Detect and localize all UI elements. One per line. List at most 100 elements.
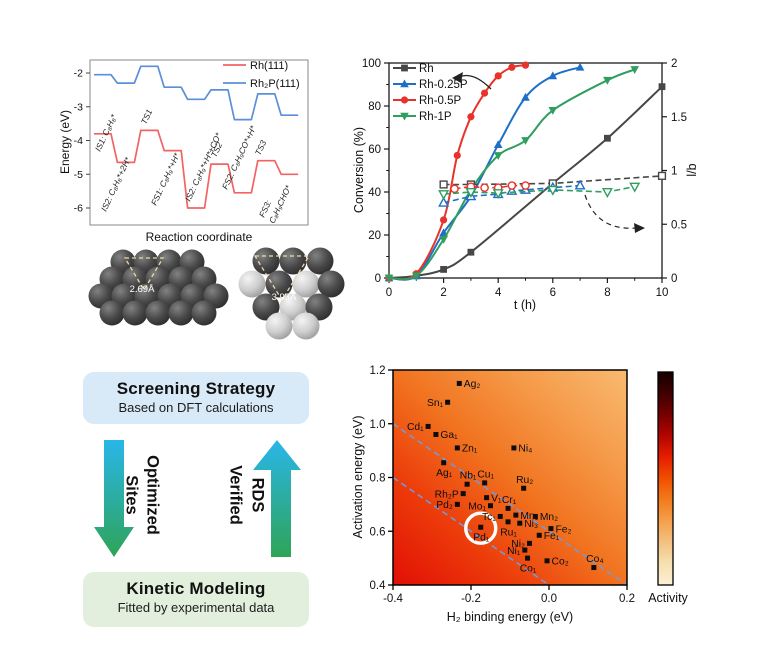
point-Nb₁ — [464, 481, 470, 487]
point-Co₄ — [591, 565, 597, 571]
kinetic-modeling-subtitle: Fitted by experimental data — [117, 600, 275, 615]
svg-text:1.2: 1.2 — [370, 365, 386, 377]
point-Fe₂ — [548, 526, 554, 532]
kinetic-modeling-title: Kinetic Modeling — [126, 579, 266, 598]
screening-strategy-subtitle: Based on DFT calculations — [118, 400, 274, 415]
svg-text:TS1: TS1 — [139, 108, 155, 126]
svg-text:Co₂: Co₂ — [552, 557, 569, 568]
point-Mn₁ — [513, 512, 519, 518]
svg-text:Tc₁: Tc₁ — [482, 512, 496, 523]
screening-scatter-panel: -0.4 -0.2 0.0 0.2 0.4 0.6 0.8 1.0 1.2 H₂ binding … — [351, 365, 689, 624]
energy-series-1 — [94, 65, 299, 121]
point-Cd₁ — [425, 423, 431, 429]
guide-line-1 — [392, 476, 550, 586]
svg-text:1: 1 — [671, 166, 677, 178]
svg-text:-0.4: -0.4 — [383, 593, 403, 605]
svg-text:Rh₂P(111): Rh₂P(111) — [250, 78, 300, 90]
point-Co₁ — [525, 555, 531, 561]
svg-text:IS1: C₈H₈*: IS1: C₈H₈* — [93, 112, 119, 153]
point-Ru₁ — [505, 519, 511, 525]
point-Sn₁ — [445, 399, 451, 405]
energy-series-0 — [94, 129, 299, 209]
svg-text:Mn₁: Mn₁ — [520, 511, 538, 522]
kinetic-modeling-box: Kinetic Modeling Fitted by experimental … — [83, 572, 309, 627]
svg-text:0: 0 — [386, 287, 392, 299]
point-Ga₁ — [433, 432, 439, 437]
svg-text:Ga₁: Ga₁ — [440, 430, 458, 441]
svg-text:20: 20 — [368, 230, 381, 242]
svg-text:Fe₁: Fe₁ — [544, 531, 560, 542]
workflow-arrows — [94, 440, 301, 557]
point-Ag₂ — [456, 380, 462, 386]
svg-text:Energy (eV): Energy (eV) — [58, 110, 72, 174]
svg-text:40: 40 — [368, 187, 381, 199]
svg-text:6: 6 — [550, 287, 556, 299]
point-Ru₂ — [521, 485, 527, 491]
svg-text:Ni₁: Ni₁ — [507, 546, 521, 557]
point-Cu₁ — [482, 480, 488, 486]
point-Ni₄ — [511, 445, 517, 451]
svg-text:Reaction coordinate: Reaction coordinate — [146, 230, 253, 244]
verified-rds-label-line1: Verified — [226, 465, 245, 525]
svg-text:Ag₂: Ag₂ — [464, 379, 481, 390]
activity-colorbar — [657, 371, 674, 586]
svg-text:-2: -2 — [74, 68, 83, 80]
svg-text:Ni₃: Ni₃ — [524, 519, 538, 530]
point-Fe₁ — [536, 532, 542, 538]
down-arrow — [94, 440, 134, 557]
svg-text:Fe₂: Fe₂ — [555, 524, 571, 535]
svg-text:-6: -6 — [74, 203, 83, 215]
optimized-sites-label-line2: Sites — [122, 475, 141, 515]
svg-text:Nb₁: Nb₁ — [460, 471, 477, 482]
energy-diagram-panel: -2 -3 -4 -5 -6 Energy (eV) Reaction coordinate… — [58, 59, 309, 244]
svg-text:-3: -3 — [74, 101, 83, 113]
svg-text:1.0: 1.0 — [370, 419, 386, 431]
point-Pd₁ — [478, 524, 484, 530]
highlight-ring — [464, 511, 498, 545]
svg-text:0.2: 0.2 — [619, 593, 635, 605]
svg-text:4: 4 — [495, 287, 502, 299]
svg-text:IS2: C₈H₈*+2H*: IS2: C₈H₈*+2H* — [99, 155, 133, 213]
svg-text:Cd₁: Cd₁ — [407, 422, 424, 433]
svg-text:Rh(111): Rh(111) — [250, 60, 288, 72]
left-triangle — [123, 257, 165, 292]
svg-text:100: 100 — [362, 58, 381, 70]
right-axis-arrow — [584, 194, 637, 229]
workflow-diagram: Screening Strategy Based on DFT calculat… — [75, 365, 335, 640]
svg-text:Activation energy (eV): Activation energy (eV) — [351, 416, 365, 539]
svg-text:Cr₁: Cr₁ — [502, 495, 517, 506]
svg-text:Rh-0.5P: Rh-0.5P — [419, 95, 462, 107]
svg-text:0: 0 — [375, 273, 381, 285]
point-Tc₁ — [497, 513, 503, 519]
svg-text:t (h): t (h) — [514, 298, 536, 312]
svg-text:Pd₁: Pd₁ — [473, 533, 490, 544]
verified-rds-label-line2: RDS — [248, 477, 267, 513]
point-Ni₂ — [527, 540, 532, 546]
svg-text:Ag₁: Ag₁ — [436, 468, 453, 479]
svg-text:FS2: C₈H₉CO*+H*: FS2: C₈H₉CO*+H* — [220, 123, 259, 190]
point-Rh₂P — [460, 491, 466, 497]
svg-text:2: 2 — [440, 287, 446, 299]
svg-text:0.6: 0.6 — [370, 526, 386, 538]
svg-text:Co₁: Co₁ — [520, 564, 537, 575]
point-Ni₃ — [517, 520, 523, 526]
svg-text:-0.2: -0.2 — [461, 593, 481, 605]
up-arrow — [253, 440, 301, 557]
svg-text:2: 2 — [671, 58, 677, 70]
svg-text:Mo₁: Mo₁ — [468, 501, 486, 512]
point-Cr₁ — [505, 505, 511, 511]
optimized-sites-label-line1: Optimized — [143, 455, 162, 535]
svg-text:V₁: V₁ — [491, 493, 502, 504]
svg-text:Sn₁: Sn₁ — [427, 398, 444, 409]
lb-series-3 — [443, 185, 635, 195]
svg-text:0.5: 0.5 — [671, 219, 687, 231]
point-Co₂ — [544, 558, 550, 564]
point-Pd₂ — [454, 501, 460, 507]
svg-text:0.4: 0.4 — [370, 580, 387, 592]
svg-text:1.5: 1.5 — [671, 112, 687, 124]
svg-text:-4: -4 — [74, 135, 83, 147]
svg-text:Mn₂: Mn₂ — [540, 512, 558, 523]
svg-text:Ni₄: Ni₄ — [518, 444, 532, 455]
crystal-structures-panel: 2.69Å 3.93Å — [88, 247, 345, 340]
